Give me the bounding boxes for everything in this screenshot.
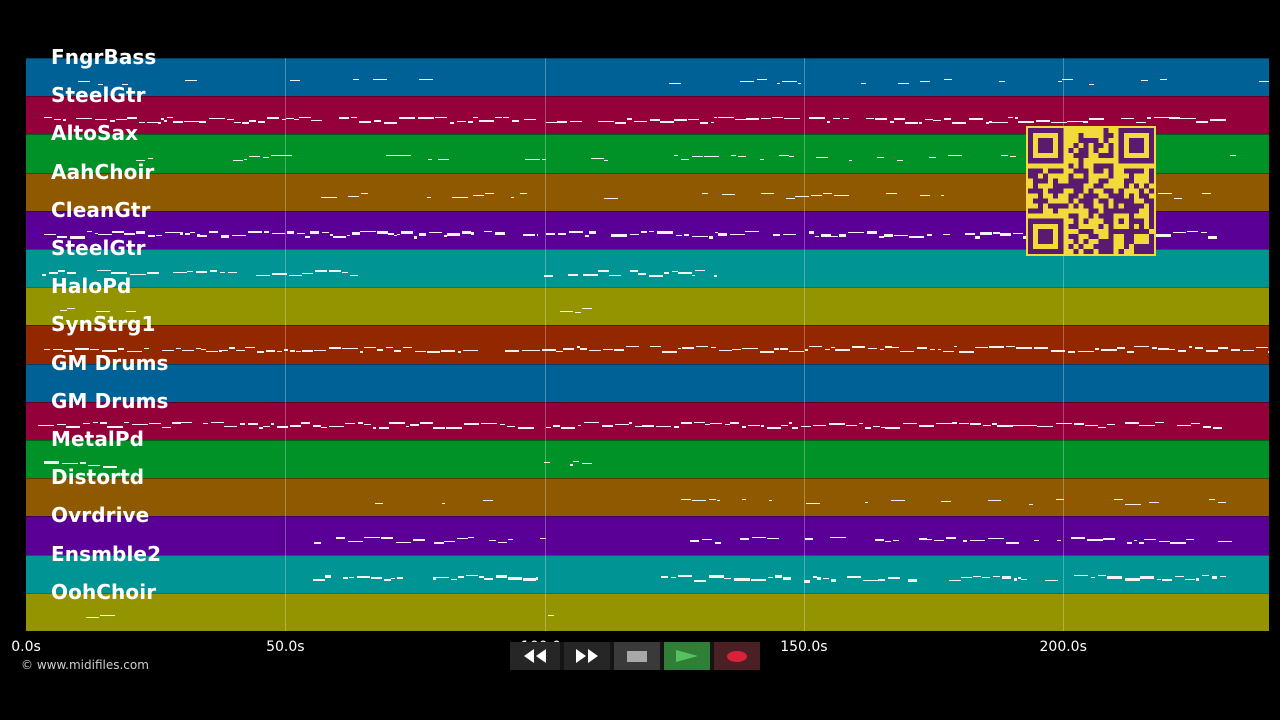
track-lane[interactable]: OohChoir [26,580,1269,631]
time-tick-label: 150.0s [780,639,828,655]
transport-controls [510,642,760,670]
time-tick-label: 50.0s [266,639,305,655]
play-button[interactable] [664,642,710,670]
track-lane[interactable]: SynStrg1 [26,312,1269,364]
track-lane[interactable]: GM Drums [26,389,1269,440]
track-lane[interactable]: HaloPd [26,274,1269,326]
track-name: HaloPd [51,274,132,299]
qr-code-image [1026,126,1156,256]
track-lane[interactable]: Distortd [26,465,1269,517]
grid-line [285,58,287,631]
record-button[interactable] [714,642,760,670]
rewind-icon [524,649,546,663]
grid-line [544,58,546,631]
copyright-text: © www.midifiles.com [21,658,149,672]
track-name: MetalPd [51,427,145,451]
time-tick-label: 200.0s [1039,639,1087,655]
track-name: GM Drums [51,350,169,375]
track-name: AahChoir [51,159,155,184]
fast-forward-button[interactable] [564,642,610,670]
track-name: Ovrdrive [51,503,150,528]
track-name: CleanGtr [51,197,151,222]
track-name: SynStrg1 [51,312,156,337]
play-icon [676,650,698,662]
track-name: FngrBass [51,45,157,69]
track-name: SteelGtr [51,83,146,108]
fast-forward-icon [576,649,598,663]
track-name: SteelGtr [51,236,146,260]
track-name: Distortd [51,465,145,490]
track-lane[interactable]: FngrBass [26,45,1269,97]
track-name: Ensmble2 [51,541,162,566]
track-name: AltoSax [51,121,139,146]
track-name: GM Drums [51,388,169,413]
rewind-button[interactable] [510,642,560,670]
record-icon [727,650,747,662]
grid-line [803,58,805,631]
grid-line [1063,58,1065,631]
stop-button[interactable] [614,642,660,670]
stop-icon [627,650,647,662]
qr-code-icon [1028,128,1154,254]
track-lane[interactable]: MetalPd [26,427,1269,479]
track-lane[interactable]: Ovrdrive [26,503,1269,555]
track-lane[interactable]: Ensmble2 [26,542,1269,593]
track-name: OohChoir [51,579,157,604]
time-tick-label: 0.0s [11,639,41,655]
track-lane[interactable]: GM Drums [26,351,1269,402]
